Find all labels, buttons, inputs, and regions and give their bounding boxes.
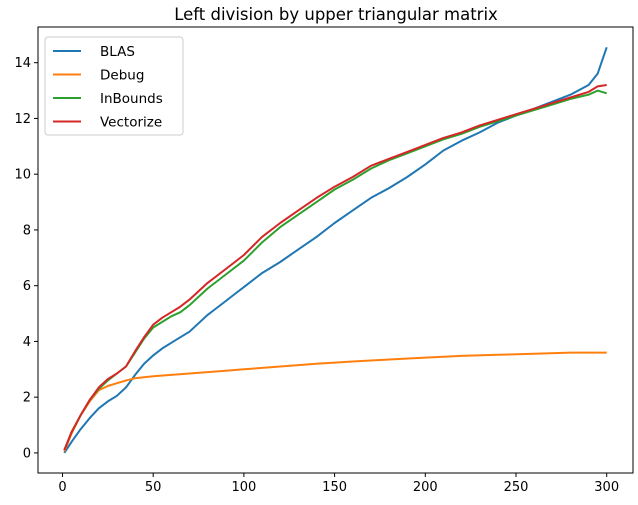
x-axis: 0 50 100 150 200 250 300 — [58, 473, 619, 495]
series-line-vectorize — [63, 84, 607, 451]
legend: BLAS Debug InBounds Vectorize — [44, 36, 184, 136]
y-tick-label: 0 — [23, 446, 31, 461]
y-tick-label: 10 — [14, 168, 31, 183]
y-tick-label: 14 — [14, 56, 31, 71]
y-tick-label: 4 — [23, 335, 31, 350]
chart-title: Left division by upper triangular matrix — [174, 5, 498, 24]
x-tick-label: 200 — [413, 480, 438, 495]
series-line-debug — [63, 351, 607, 452]
y-axis: 0 2 4 6 8 10 12 14 — [14, 56, 38, 461]
legend-label: BLAS — [100, 44, 135, 60]
plot-area — [37, 26, 634, 474]
x-tick-label: 0 — [58, 480, 66, 495]
legend-label: InBounds — [100, 91, 163, 107]
x-tick-label: 100 — [231, 480, 256, 495]
x-tick-label: 300 — [594, 480, 619, 495]
y-tick-label: 2 — [23, 391, 31, 406]
x-tick-label: 250 — [504, 480, 529, 495]
legend-box — [44, 36, 184, 136]
y-tick-label: 8 — [23, 223, 31, 238]
x-tick-label: 150 — [322, 480, 347, 495]
legend-label: Vectorize — [100, 115, 162, 131]
y-tick-label: 12 — [14, 112, 31, 127]
y-tick-label: 6 — [23, 279, 31, 294]
x-tick-label: 50 — [145, 480, 162, 495]
legend-label: Debug — [100, 68, 144, 84]
series-lines — [63, 46, 608, 454]
series-line-inbounds — [63, 89, 607, 451]
series-line-blas — [63, 46, 608, 454]
